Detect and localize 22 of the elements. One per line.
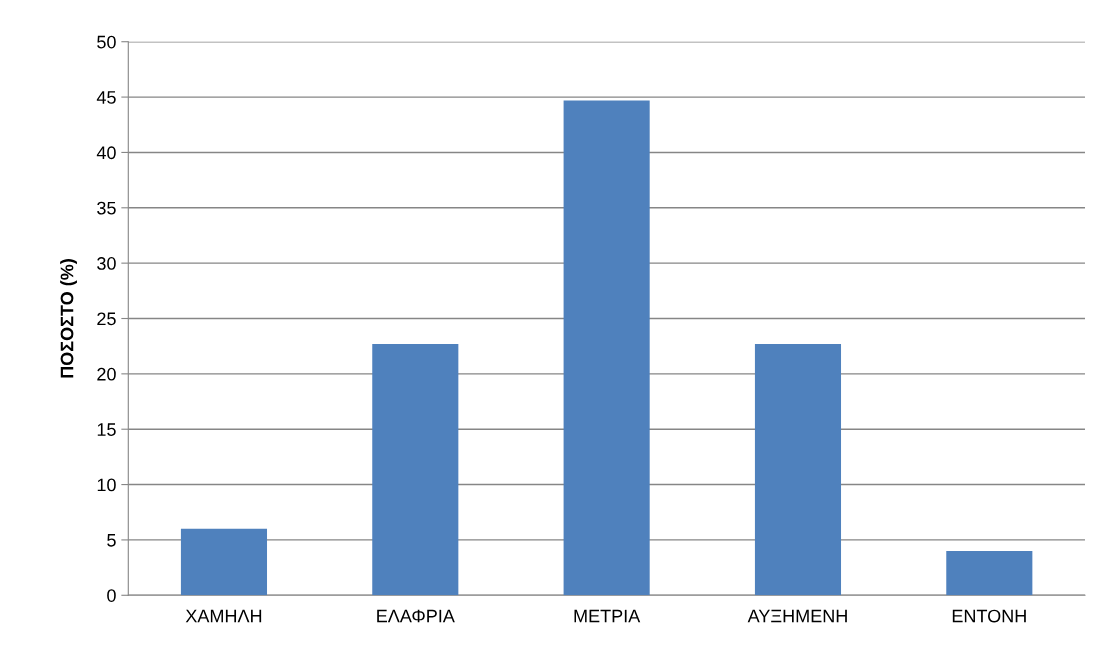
y-tick-label: 35: [97, 201, 116, 215]
y-axis-title: ΠΟΣΟΣΤΟ (%): [60, 259, 77, 378]
y-tick-label: 15: [97, 423, 116, 436]
x-tick-label: ΑΥΞΗΜΕΝΗ: [747, 609, 847, 623]
y-tick-label: 50: [97, 35, 116, 49]
x-tick-label: ΕΝΤΟΝΗ: [952, 609, 1026, 623]
y-tick-label: 40: [96, 146, 116, 160]
bar: [754, 343, 842, 596]
y-tick-label: 30: [97, 257, 116, 270]
y-tick-label: 10: [97, 478, 116, 492]
bar: [180, 528, 268, 596]
bar: [563, 100, 650, 596]
y-tick-label: 25: [97, 312, 116, 326]
x-tick-label: ΜΕΤΡΙΑ: [574, 609, 641, 623]
bar: [946, 550, 1033, 596]
bar: [372, 343, 459, 596]
x-tick-label: ΧΑΜΗΛΗ: [185, 609, 262, 623]
y-tick-label: 5: [107, 534, 116, 547]
y-tick-label: 0: [107, 589, 116, 602]
y-tick-label: 20: [97, 367, 116, 381]
x-tick-label: ΕΛΑΦΡΙΑ: [377, 609, 455, 623]
y-tick-label: 45: [96, 91, 116, 104]
